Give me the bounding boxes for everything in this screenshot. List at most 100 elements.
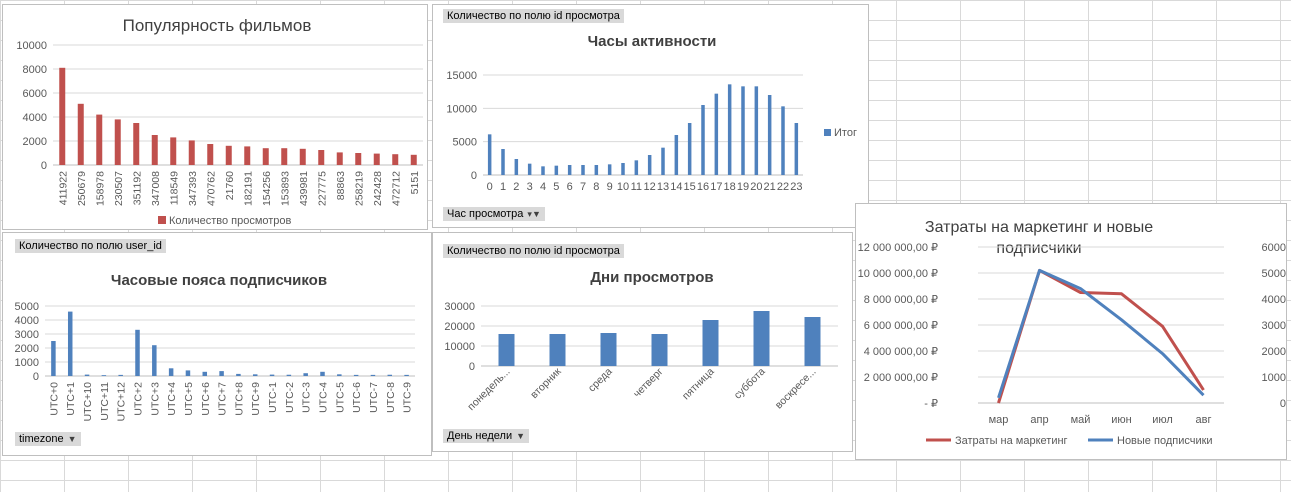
bar bbox=[549, 334, 566, 366]
bar bbox=[370, 374, 376, 376]
bar bbox=[647, 155, 652, 175]
bar bbox=[498, 334, 515, 366]
y-left-tick-label: 12 000 000,00 ₽ bbox=[858, 242, 938, 254]
bar bbox=[96, 114, 103, 165]
x-tick-label: UTC+9 bbox=[250, 382, 262, 416]
x-tick-label: 2 bbox=[513, 181, 519, 193]
x-tick-label: 472712 bbox=[390, 171, 402, 206]
x-tick-label: суббота bbox=[732, 366, 768, 402]
y-tick-label: 8000 bbox=[23, 64, 47, 76]
chart-movie-popularity[interactable]: Популярность фильмов 0 2000 4000 6000 8000 10… bbox=[2, 4, 428, 230]
x-tick-label: 21 bbox=[764, 181, 776, 193]
x-tick-label: 118549 bbox=[168, 171, 180, 205]
x-tick-label: UTC+5 bbox=[183, 382, 195, 416]
x-tick-label: 1 bbox=[500, 181, 506, 193]
x-tick-label: 20 bbox=[750, 181, 762, 193]
x-tick-label: авг bbox=[1196, 414, 1212, 426]
axis-filter-button[interactable]: День недели ▼ bbox=[443, 429, 530, 443]
x-tick-label: апр bbox=[1030, 414, 1048, 426]
bar bbox=[219, 371, 224, 376]
bar bbox=[753, 311, 770, 366]
x-tick-label: 258219 bbox=[353, 171, 365, 206]
x-tick-label: июн bbox=[1111, 414, 1131, 426]
axis-filter-label: timezone bbox=[19, 433, 64, 445]
y-left-tick-label: 8 000 000,00 ₽ bbox=[864, 294, 938, 306]
bar bbox=[554, 165, 559, 175]
x-tick-label: 4 bbox=[540, 181, 546, 193]
bar bbox=[804, 317, 821, 366]
chart-marketing-vs-subscribers[interactable]: Затраты на маркетинг и новые подписчики … bbox=[855, 203, 1287, 460]
bar bbox=[207, 144, 214, 165]
y-tick-label: 3000 bbox=[15, 329, 39, 341]
bar bbox=[404, 374, 409, 376]
bar bbox=[135, 329, 140, 376]
subscriber-timezones-svg: Часовые пояса подписчиков 0 1000 2000 3000 4… bbox=[15, 272, 415, 421]
x-tick-label: 8 bbox=[593, 181, 599, 193]
x-tick-label: 22 bbox=[777, 181, 789, 193]
bar bbox=[702, 320, 719, 366]
x-tick-label: 7 bbox=[580, 181, 586, 193]
new-subscribers-line bbox=[997, 268, 1205, 399]
bar bbox=[661, 147, 665, 175]
filter-icon: ▾▼ bbox=[527, 209, 541, 219]
x-tick-label: воскресе... bbox=[773, 366, 819, 412]
x-tick-label: UTC+2 bbox=[133, 382, 145, 416]
bar bbox=[320, 371, 325, 376]
value-field-button[interactable]: Количество по полю user_id bbox=[15, 239, 166, 253]
bar bbox=[281, 148, 288, 165]
bar bbox=[133, 123, 140, 165]
bar bbox=[299, 148, 306, 165]
x-tick-label: UTC-3 bbox=[301, 382, 313, 413]
y-right-tick-label: 0 bbox=[1280, 398, 1286, 410]
x-tick-label: UTC+6 bbox=[200, 382, 212, 416]
x-tick-label: 6 bbox=[567, 181, 573, 193]
y-tick-label: 15000 bbox=[446, 70, 477, 82]
x-tick-label: UTC-2 bbox=[284, 382, 296, 413]
y-right-tick-label: 6000 bbox=[1262, 242, 1286, 254]
axis-filter-button[interactable]: Час просмотра ▾▼ bbox=[443, 207, 545, 221]
x-tick-label: 12 bbox=[644, 181, 656, 193]
x-tick-label: 439981 bbox=[298, 171, 310, 206]
x-tick-label: 10 bbox=[617, 181, 629, 193]
bar bbox=[754, 86, 759, 175]
bar bbox=[741, 86, 745, 175]
chart-viewing-days[interactable]: Дни просмотров 0 10000 20000 30000 понедель.… bbox=[432, 232, 853, 452]
chart-subscriber-timezones[interactable]: Часовые пояса подписчиков 0 1000 2000 3000 4… bbox=[2, 232, 432, 456]
axis-filter-button[interactable]: timezone ▼ bbox=[15, 432, 81, 446]
bar bbox=[225, 145, 232, 165]
bar bbox=[170, 137, 177, 165]
y-tick-label: 30000 bbox=[444, 301, 475, 313]
y-tick-label: 10000 bbox=[446, 103, 477, 115]
bar bbox=[118, 374, 123, 376]
bar bbox=[67, 311, 73, 376]
legend-marker bbox=[824, 129, 831, 136]
x-tick-label: 16 bbox=[697, 181, 709, 193]
legend-label-right: Новые подписчики bbox=[1117, 435, 1213, 447]
x-tick-label: 13 bbox=[657, 181, 669, 193]
bar bbox=[101, 375, 107, 376]
x-tick-label: UTC+3 bbox=[149, 382, 161, 416]
chart-activity-hours[interactable]: Часы активности 0 5000 10000 15000 0 1 2 3 4 5 6 7 8… bbox=[432, 4, 869, 228]
bar bbox=[236, 373, 241, 376]
x-tick-label: пятница bbox=[680, 366, 717, 403]
bar bbox=[84, 374, 90, 376]
y-tick-label: 2000 bbox=[23, 136, 47, 148]
bar bbox=[634, 160, 639, 175]
dropdown-icon: ▼ bbox=[67, 434, 77, 444]
value-field-button[interactable]: Количество по полю id просмотра bbox=[443, 244, 624, 258]
bar bbox=[767, 95, 772, 175]
bar bbox=[168, 368, 174, 376]
bar bbox=[651, 334, 668, 366]
x-tick-label: 11 bbox=[631, 181, 642, 193]
y-left-tick-label: - ₽ bbox=[924, 398, 938, 410]
bar bbox=[336, 152, 343, 165]
bar bbox=[252, 374, 258, 376]
value-field-button[interactable]: Количество по полю id просмотра bbox=[443, 9, 624, 23]
bar bbox=[674, 135, 679, 175]
x-tick-label: 227775 bbox=[316, 171, 328, 206]
x-tick-label: 18 bbox=[724, 181, 736, 193]
y-tick-label: 2000 bbox=[15, 343, 39, 355]
y-tick-label: 0 bbox=[471, 170, 477, 182]
y-tick-label: 4000 bbox=[23, 112, 47, 124]
